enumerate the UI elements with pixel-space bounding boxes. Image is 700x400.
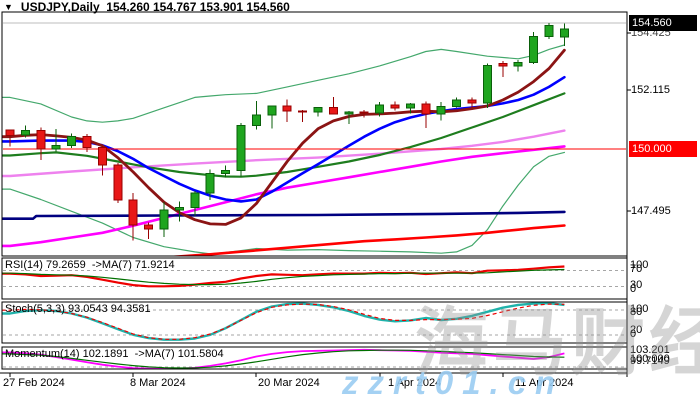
indicator-scale-label[interactable]: 0 [630, 328, 637, 340]
candle-body [174, 207, 184, 211]
indicator-panel-Stoch(5,3,3) [2, 302, 626, 341]
indicator-scale-label[interactable]: 103.201 [630, 344, 670, 356]
overlay-ma-violet [2, 129, 566, 178]
date-axis-label[interactable]: 1 Apr 2024 [388, 377, 442, 389]
overlay-ma-darkgreen [2, 92, 566, 178]
candle-body [128, 199, 138, 226]
candle-body [282, 105, 292, 112]
price-axis-label[interactable]: 147.495 [631, 205, 671, 217]
candle-body [467, 99, 477, 104]
main-price-panel [2, 22, 626, 256]
candle-body [298, 110, 308, 113]
hline-price-box: 150.000 [629, 141, 697, 157]
indicator-scale-label[interactable]: 99.7149 [630, 355, 670, 367]
candle-body [51, 144, 61, 150]
indicator-scale-label[interactable]: 100 [630, 303, 649, 315]
candle-body [144, 224, 154, 230]
overlay-band-lower [2, 151, 566, 255]
date-axis-label[interactable]: 27 Feb 2024 [3, 377, 65, 389]
candle-body [221, 170, 231, 175]
indicator-scale-label[interactable]: 80 [630, 306, 643, 318]
indicator-label-rsi: RSI(14) 79.2659 ->MA(7) 71.9214 [5, 259, 175, 271]
panel-borders [0, 11, 631, 377]
series-stoch-main [2, 302, 565, 341]
candle-body [113, 164, 123, 201]
candle-body [20, 129, 30, 136]
candle-body [251, 114, 261, 127]
overlay-ma-navy [2, 210, 566, 220]
candle-body [190, 192, 200, 209]
candle-body [267, 105, 277, 116]
overlay-ma-red-slow [166, 224, 566, 256]
candle-body [375, 104, 385, 114]
overlay-ma-magenta [2, 145, 566, 248]
candle-body [559, 28, 569, 38]
series-momentum-ma [2, 349, 565, 369]
series-stoch-signal [2, 303, 565, 340]
candle-body [405, 103, 415, 109]
candle-body [421, 103, 431, 115]
indicator-label-stoch: Stoch(5,3,3) 93.0543 94.3581 [5, 303, 151, 315]
date-axis-label[interactable]: 20 Mar 2024 [258, 377, 320, 389]
candle-body [205, 173, 215, 194]
indicator-label-momentum: Momentum(14) 102.1891 ->MA(7) 101.5804 [5, 348, 224, 360]
indicator-scale-label[interactable]: 20 [630, 324, 643, 336]
indicator-scale-label[interactable]: 100 [630, 259, 649, 271]
indicator-scale-label[interactable]: 70 [630, 263, 643, 275]
indicator-scale-label[interactable]: 0 [630, 283, 637, 295]
candle-body [529, 36, 539, 64]
indicator-scale-label[interactable]: 100.000 [630, 353, 670, 365]
indicator-panel-RSI(14) [2, 265, 626, 288]
candle-body [5, 129, 15, 136]
indicator-scale-label[interactable]: 30 [630, 279, 643, 291]
date-axis-label[interactable]: 11 Apr 2024 [515, 377, 574, 389]
candle-body [97, 147, 107, 166]
candle-body [498, 62, 508, 67]
candle-body [236, 125, 246, 172]
candle-body [390, 104, 400, 109]
candle-body [82, 136, 92, 149]
candle-body [452, 99, 462, 107]
chart-title-bar: ▼ USDJPY,Daily 154.260 154.767 153.901 1… [4, 0, 290, 14]
symbol-dropdown-icon[interactable]: ▼ [4, 1, 13, 12]
candle-body [482, 64, 492, 104]
candle-body [436, 105, 446, 115]
candle-body [159, 209, 169, 230]
candle-body [328, 107, 338, 115]
candle-body [344, 111, 354, 115]
candles [5, 22, 569, 241]
candle-body [513, 62, 523, 67]
candle-body [36, 129, 46, 150]
overlay-band-upper [2, 44, 566, 123]
price-axis-label[interactable]: 152.115 [631, 84, 670, 96]
candle-body [544, 24, 554, 38]
date-axis-label[interactable]: 8 Mar 2024 [130, 377, 186, 389]
current-price-box: 154.560 [629, 15, 697, 31]
candle-body [313, 107, 323, 113]
candle-body [359, 111, 369, 114]
series-rsi-ma [2, 268, 565, 286]
indicator-panel-Momentum(14) [2, 348, 626, 369]
symbol-ohlc-title: USDJPY,Daily 154.260 154.767 153.901 154… [20, 0, 290, 14]
candle-body [67, 136, 77, 146]
series-momentum [2, 348, 565, 369]
